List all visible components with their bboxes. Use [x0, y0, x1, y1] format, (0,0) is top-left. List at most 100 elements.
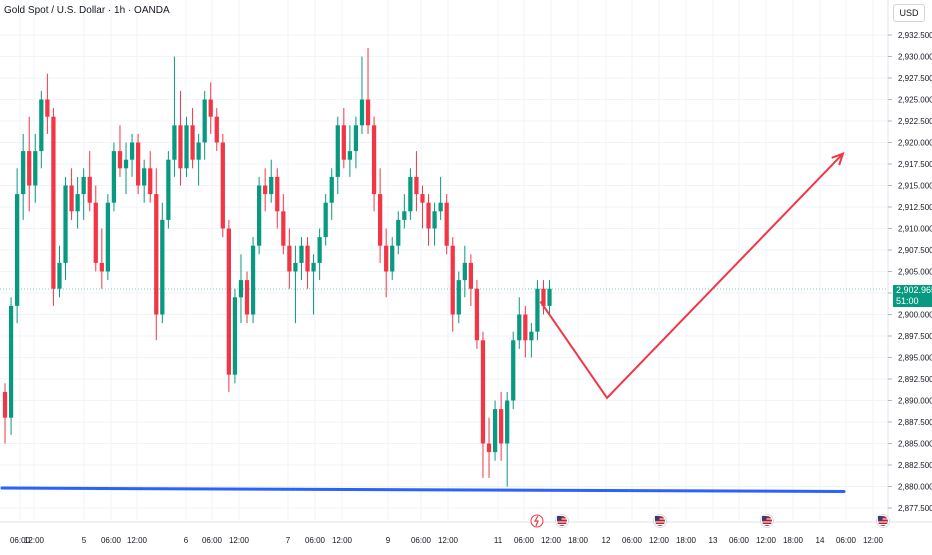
candle — [27, 116, 32, 212]
x-tick-label: 12:00 — [127, 536, 148, 545]
us-economic-event-icon — [555, 514, 569, 528]
candle — [492, 400, 498, 461]
x-tick-label: 06:00 — [836, 536, 857, 545]
candle — [505, 391, 510, 487]
candle-body — [371, 125, 377, 195]
candle — [390, 237, 395, 281]
candle — [281, 194, 286, 255]
candle — [111, 142, 117, 212]
y-tick-label: 2,917.500 — [898, 160, 932, 169]
candle-body — [365, 99, 371, 126]
candle-body — [15, 194, 20, 306]
candle-body — [281, 211, 286, 246]
candle — [365, 47, 371, 134]
candle — [208, 82, 213, 134]
candle — [420, 185, 425, 229]
candle — [450, 237, 455, 332]
y-tick-label: 2,920.000 — [898, 139, 932, 148]
candle — [196, 133, 201, 186]
x-tick-label: 12:00 — [649, 536, 670, 545]
candle-body — [220, 142, 225, 229]
x-tick-label: 06:00 — [305, 536, 326, 545]
candle-body — [129, 142, 135, 160]
flag-canton — [878, 516, 883, 521]
currency-button[interactable]: USD — [893, 4, 925, 22]
candle-body — [208, 99, 213, 117]
drawings[interactable] — [0, 152, 888, 493]
candle — [105, 194, 110, 281]
x-tick-label: 7 — [286, 536, 291, 545]
candle-body — [547, 288, 552, 306]
candle-body — [142, 168, 147, 186]
flag-canton — [557, 516, 562, 521]
candle — [51, 108, 56, 306]
projection-arrowhead — [831, 152, 845, 166]
candle-body — [335, 125, 340, 177]
candle-body — [232, 297, 238, 375]
candle — [232, 288, 238, 384]
candle — [444, 194, 449, 255]
candle — [214, 108, 219, 152]
candle — [8, 297, 14, 435]
candle-body — [480, 340, 486, 444]
price-axis-bg — [888, 0, 932, 550]
y-tick-label: 2,905.000 — [898, 268, 932, 277]
symbol-title: Gold Spot / U.S. Dollar · 1h · OANDA — [4, 5, 170, 16]
candle — [341, 108, 346, 169]
x-tick-label: 18:00 — [676, 536, 697, 545]
candle-body — [414, 176, 419, 195]
candle — [263, 168, 268, 212]
y-tick-label: 2,932.500 — [898, 31, 932, 40]
candle — [166, 151, 171, 229]
candle — [69, 168, 74, 220]
dividend-event-icon — [530, 514, 544, 528]
candle — [160, 202, 165, 324]
candle — [142, 159, 147, 203]
y-tick-label: 2,907.500 — [898, 246, 932, 255]
x-tick-label: 12:00 — [332, 536, 353, 545]
candle-body — [468, 262, 473, 289]
y-tick-label: 2,912.500 — [898, 203, 932, 212]
candle-body — [486, 443, 492, 453]
candle-body — [8, 305, 14, 418]
candle-body — [511, 340, 516, 401]
candle — [529, 323, 534, 358]
candle-body — [250, 245, 256, 315]
candle — [462, 245, 467, 298]
candle — [293, 245, 298, 324]
x-tick-label: 12:00 — [438, 536, 459, 545]
candle — [117, 125, 123, 177]
candle-body — [474, 288, 480, 341]
candle — [136, 133, 141, 195]
candle — [269, 159, 274, 203]
x-tick-label: 12:00 — [756, 536, 777, 545]
us-economic-event-icon — [760, 514, 774, 528]
candle-body — [426, 202, 431, 229]
lightning-icon — [533, 515, 539, 527]
event-markers[interactable] — [530, 514, 890, 528]
y-tick-label: 2,890.000 — [898, 397, 932, 406]
candle — [486, 417, 492, 478]
y-tick-label: 2,895.000 — [898, 354, 932, 363]
candle-body — [275, 176, 280, 212]
candle — [347, 125, 352, 177]
candle — [402, 194, 407, 229]
candle-body — [69, 185, 74, 212]
grid — [0, 0, 888, 520]
price-axis[interactable]: 2,932.500 2,930.000 2,927.500 2,925.000 2,92… — [887, 0, 932, 550]
candle — [93, 185, 98, 272]
candle-body — [257, 185, 262, 246]
candle — [384, 228, 389, 298]
candle-body — [353, 125, 359, 152]
candle — [396, 211, 401, 255]
candle-body — [172, 125, 177, 160]
candle-body — [311, 262, 316, 272]
candle-body — [444, 202, 449, 246]
x-tick-label: 06:00 — [202, 536, 223, 545]
candle — [499, 391, 504, 461]
candle — [45, 73, 50, 134]
y-tick-label: 2,885.000 — [898, 440, 932, 449]
